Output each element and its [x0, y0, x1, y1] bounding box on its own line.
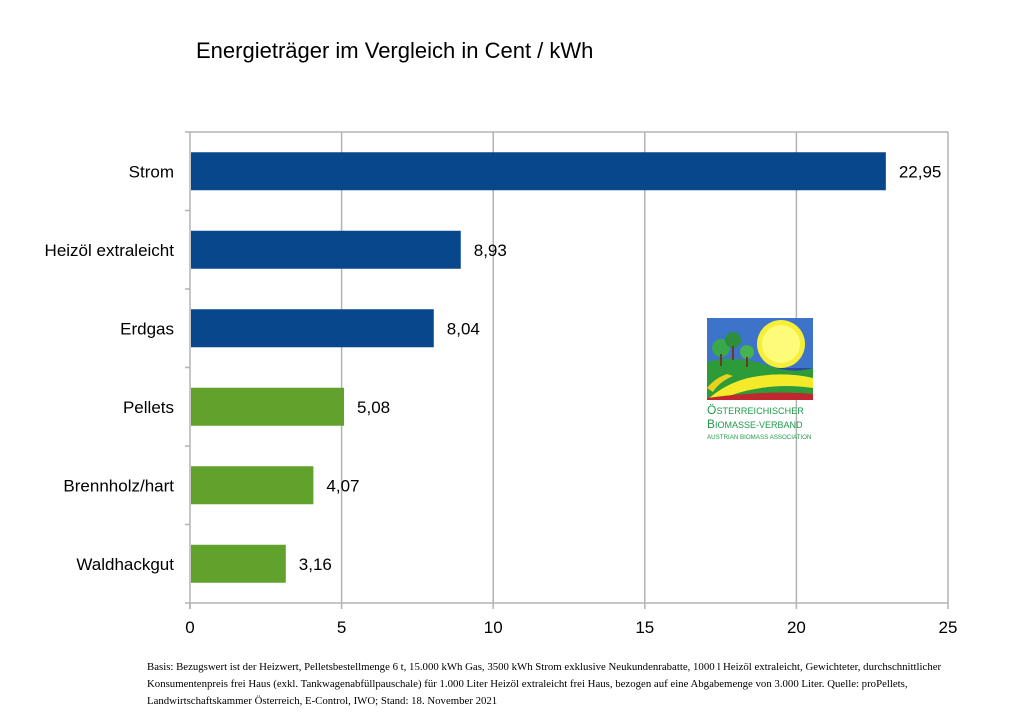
x-tick-label-1: 5 — [337, 618, 346, 637]
category-label-1: Heizöl extraleicht — [45, 241, 175, 260]
value-label-2: 8,04 — [447, 319, 480, 338]
category-label-0: Strom — [129, 162, 174, 181]
bar-5 — [191, 544, 286, 583]
value-label-1: 8,93 — [474, 241, 507, 260]
value-label-5: 3,16 — [299, 555, 332, 574]
value-label-3: 5,08 — [357, 398, 390, 417]
value-label-0: 22,95 — [899, 162, 942, 181]
logo-text-line-2: BIOMASSE-VERBAND — [707, 416, 803, 431]
x-tick-label-2: 10 — [484, 618, 503, 637]
biomasse-verband-logo: ÖSTERREICHISCHER BIOMASSE-VERBAND AUSTRI… — [707, 318, 815, 441]
bar-0 — [191, 152, 886, 191]
category-label-3: Pellets — [123, 398, 174, 417]
logo-landscape-icon — [707, 318, 813, 400]
logo-text-line-3: AUSTRIAN BIOMASS ASSOCIATION — [707, 433, 812, 441]
x-tick-label-3: 15 — [635, 618, 654, 637]
x-tick-label-5: 25 — [939, 618, 958, 637]
category-label-4: Brennholz/hart — [63, 476, 174, 495]
bar-1 — [191, 230, 461, 269]
bar-4 — [191, 466, 314, 505]
footnote: Basis: Bezugswert ist der Heizwert, Pell… — [147, 661, 942, 707]
bar-2 — [191, 309, 434, 348]
category-label-2: Erdgas — [120, 319, 174, 338]
bar-3 — [191, 387, 345, 426]
x-tick-label-0: 0 — [185, 618, 194, 637]
value-label-4: 4,07 — [326, 476, 359, 495]
logo-text-line-1: ÖSTERREICHISCHER — [707, 403, 804, 417]
x-tick-label-4: 20 — [787, 618, 806, 637]
chart-title: Energieträger im Vergleich in Cent / kWh — [196, 38, 594, 63]
category-label-5: Waldhackgut — [76, 555, 174, 574]
